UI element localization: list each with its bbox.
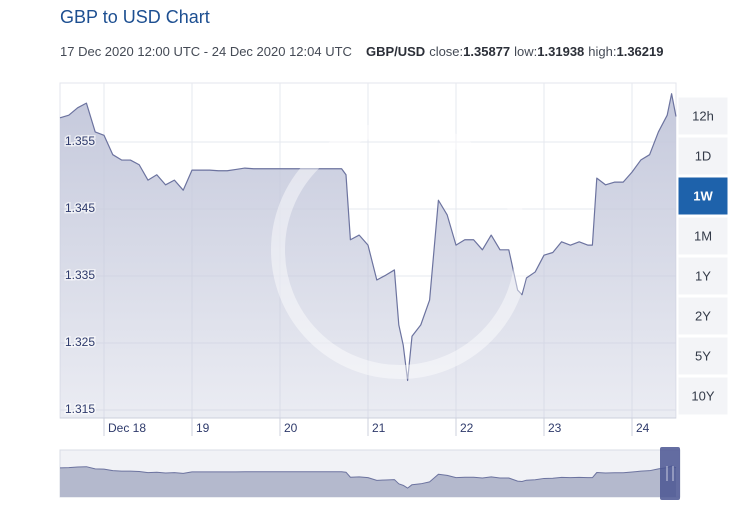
range-button-bg[interactable] bbox=[677, 136, 729, 176]
area bbox=[60, 93, 676, 418]
y-tick-label: 1.355 bbox=[65, 134, 95, 148]
y-tick-label: 1.345 bbox=[65, 201, 95, 215]
range-button[interactable]: 1Y bbox=[677, 256, 729, 296]
range-button-label[interactable]: 2Y bbox=[695, 308, 711, 323]
range-button-label[interactable]: 1W bbox=[693, 188, 713, 203]
range-button-bg[interactable] bbox=[677, 256, 729, 296]
navigator-handle[interactable] bbox=[660, 447, 680, 500]
x-tick-label: 20 bbox=[284, 421, 298, 435]
range-button-bg[interactable] bbox=[677, 176, 729, 216]
axes: 1.355 1.345 1.335 1.325 1.315 Dec 18 19 20 21 22 2… bbox=[60, 133, 676, 436]
y-tick-label: 1.315 bbox=[65, 402, 95, 416]
line bbox=[59, 465, 677, 489]
range-button-label[interactable]: 12h bbox=[692, 108, 714, 123]
range-button-label[interactable]: 1Y bbox=[695, 268, 711, 283]
range-button[interactable]: 2Y bbox=[677, 296, 729, 336]
range-button[interactable]: 1M bbox=[677, 216, 729, 256]
range-button-label[interactable]: 10Y bbox=[691, 388, 714, 403]
range-button-label[interactable]: 1M bbox=[694, 228, 712, 243]
pair: GBP/USD bbox=[366, 44, 425, 59]
y-tick-label: 1.325 bbox=[65, 335, 95, 349]
x-tick-label: 19 bbox=[196, 421, 210, 435]
close-label: close: bbox=[429, 44, 463, 59]
range-button-bg[interactable] bbox=[677, 336, 729, 376]
range-button[interactable]: 1W bbox=[677, 176, 729, 216]
x-tick-label: 21 bbox=[372, 421, 386, 435]
x-tick-label: 22 bbox=[460, 421, 474, 435]
x-tick-label: Dec 18 bbox=[108, 421, 146, 435]
range-button-bg[interactable] bbox=[677, 296, 729, 336]
x-tick-label: 23 bbox=[548, 421, 562, 435]
watermark bbox=[271, 121, 529, 379]
line bbox=[59, 93, 677, 382]
range-button-bg[interactable] bbox=[677, 216, 729, 256]
period: 17 Dec 2020 12:00 UTC - 24 Dec 2020 12:0… bbox=[60, 44, 352, 59]
high-value: 1.36219 bbox=[616, 44, 663, 59]
watermark-ring bbox=[271, 121, 529, 379]
y-tick-label: 1.335 bbox=[65, 268, 95, 282]
range-buttons: 12h 1D 1W 1M 1Y 2Y 5Y 10Y bbox=[677, 96, 729, 416]
range-button-label[interactable]: 1D bbox=[695, 148, 712, 163]
range-button-label[interactable]: 5Y bbox=[695, 348, 711, 363]
plot bbox=[59, 93, 677, 418]
navigator bbox=[59, 447, 681, 500]
close-value: 1.35877 bbox=[463, 44, 510, 59]
chart-title: GBP to USD Chart bbox=[60, 7, 210, 27]
subtitle: 17 Dec 2020 12:00 UTC - 24 Dec 2020 12:0… bbox=[60, 44, 663, 59]
high-label: high: bbox=[588, 44, 616, 59]
range-button[interactable]: 10Y bbox=[677, 376, 729, 416]
range-button[interactable]: 12h bbox=[677, 96, 729, 136]
area bbox=[60, 465, 676, 497]
range-button-bg[interactable] bbox=[677, 376, 729, 416]
range-button[interactable]: 1D bbox=[677, 136, 729, 176]
low-value: 1.31938 bbox=[537, 44, 584, 59]
low-label: low: bbox=[514, 44, 537, 59]
range-button[interactable]: 5Y bbox=[677, 336, 729, 376]
x-tick-label: 24 bbox=[636, 421, 650, 435]
range-button-bg[interactable] bbox=[677, 96, 729, 136]
